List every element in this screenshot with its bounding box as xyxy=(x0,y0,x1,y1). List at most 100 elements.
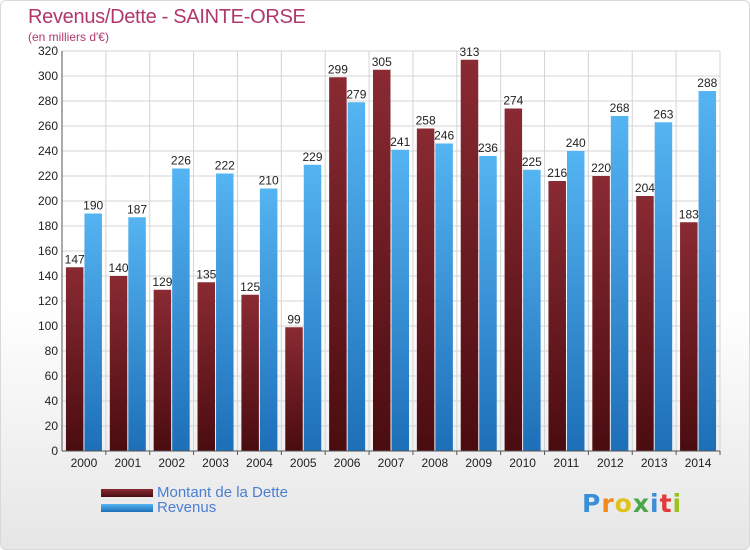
legend-label-dette: Montant de la Dette xyxy=(157,484,288,501)
data-label-dette: 204 xyxy=(635,181,655,195)
bar-dette xyxy=(592,176,610,451)
x-tick-label: 2005 xyxy=(290,456,317,470)
data-label-revenus: 210 xyxy=(259,174,279,188)
y-tick-label: 100 xyxy=(38,319,58,333)
y-tick-label: 60 xyxy=(45,369,59,383)
y-tick-label: 40 xyxy=(45,394,59,408)
axes: 0 20 40 60 80 100 120 140 160 180 200 220 240 260 280 3… xyxy=(38,44,721,470)
data-label-dette: 258 xyxy=(416,114,436,128)
data-label-dette: 183 xyxy=(679,207,699,221)
y-tick-label: 20 xyxy=(45,419,59,433)
data-label-revenus: 288 xyxy=(697,76,717,90)
data-label-revenus: 240 xyxy=(566,136,586,150)
logo-letter: r xyxy=(601,489,615,518)
bar-revenus xyxy=(172,168,190,451)
x-tick-label: 2007 xyxy=(378,456,405,470)
bar-revenus xyxy=(435,143,453,451)
bar-dette xyxy=(460,59,479,451)
bar-dette xyxy=(548,181,566,451)
logo-letter: i xyxy=(650,489,660,518)
y-tick-label: 200 xyxy=(38,194,58,208)
bar-revenus xyxy=(610,116,629,451)
bar-dette xyxy=(285,327,303,451)
chart-subtitle: (en milliers d'€) xyxy=(28,30,109,44)
bar-dette xyxy=(636,196,654,451)
x-tick-label: 2011 xyxy=(554,456,580,470)
bar-revenus xyxy=(84,213,102,451)
grid-lines xyxy=(61,50,721,452)
data-label-dette: 299 xyxy=(328,62,348,76)
logo-letter: t xyxy=(659,489,673,518)
legend-swatch-revenus xyxy=(101,504,153,512)
bar-dette xyxy=(680,222,698,451)
bar-dette xyxy=(373,69,391,451)
x-tick-label: 2009 xyxy=(465,456,492,470)
y-tick-label: 240 xyxy=(38,144,58,158)
data-label-revenus: 268 xyxy=(610,101,630,115)
x-tick-label: 2014 xyxy=(685,456,712,470)
chart-title: Revenus/Dette - SAINTE-ORSE xyxy=(28,6,306,28)
data-label-dette: 99 xyxy=(287,312,301,326)
bar-dette xyxy=(241,294,259,451)
logo-letter: i xyxy=(672,489,683,518)
bar-dette xyxy=(197,282,216,451)
y-tick-label: 300 xyxy=(38,69,58,83)
bar-revenus xyxy=(128,217,146,451)
data-label-dette: 140 xyxy=(109,261,129,275)
x-tick-label: 2002 xyxy=(158,456,185,470)
y-tick-label: 260 xyxy=(38,119,58,133)
data-label-revenus: 279 xyxy=(346,87,366,101)
bar-dette xyxy=(153,289,172,451)
x-tick-label: 2010 xyxy=(509,456,536,470)
logo-letter: P xyxy=(582,489,602,518)
y-tick-label: 0 xyxy=(51,444,58,458)
data-label-revenus: 190 xyxy=(83,199,103,213)
data-label-revenus: 236 xyxy=(478,141,498,155)
bar-revenus xyxy=(479,156,497,451)
bar-revenus xyxy=(698,91,717,451)
data-label-revenus: 225 xyxy=(522,155,542,169)
data-label-revenus: 263 xyxy=(653,107,673,121)
bar-dette xyxy=(109,276,128,451)
data-label-revenus: 222 xyxy=(215,159,235,173)
x-tick-label: 2006 xyxy=(334,456,361,470)
bar-revenus xyxy=(216,173,234,451)
bar-dette xyxy=(504,108,523,451)
data-label-dette: 274 xyxy=(503,94,523,108)
data-label-revenus: 187 xyxy=(127,202,147,216)
bar-dette xyxy=(329,77,347,451)
y-tick-label: 220 xyxy=(38,169,58,183)
logo-letter: o xyxy=(614,489,633,518)
data-label-dette: 129 xyxy=(152,275,172,289)
data-label-dette: 313 xyxy=(459,45,479,59)
data-label-revenus: 226 xyxy=(171,154,191,168)
y-tick-label: 120 xyxy=(38,294,58,308)
bar-revenus xyxy=(566,151,585,451)
x-tick-label: 2012 xyxy=(597,456,624,470)
legend-label-revenus: Revenus xyxy=(157,499,217,516)
bar-revenus xyxy=(654,122,673,451)
data-label-dette: 147 xyxy=(65,252,85,266)
x-tick-label: 2013 xyxy=(641,456,668,470)
x-tick-label: 2004 xyxy=(246,456,273,470)
x-tick-label: 2003 xyxy=(202,456,229,470)
data-label-dette: 125 xyxy=(240,280,260,294)
x-tick-label: 2001 xyxy=(114,456,141,470)
bar-revenus xyxy=(391,149,409,451)
bar-revenus xyxy=(347,102,366,451)
bar-dette xyxy=(65,267,84,451)
proxiti-logo: Proxiti xyxy=(582,489,682,518)
data-label-dette: 220 xyxy=(591,161,611,175)
bar-revenus xyxy=(523,169,541,451)
data-label-dette: 135 xyxy=(196,267,216,281)
y-tick-label: 140 xyxy=(38,269,58,283)
y-tick-label: 280 xyxy=(38,94,58,108)
data-label-revenus: 229 xyxy=(303,150,323,164)
data-labels: 147 190 140 187 129 226 135 222 125 210 99 229 299 27… xyxy=(65,45,718,327)
legend-swatch-dette xyxy=(101,489,153,497)
y-tick-label: 160 xyxy=(38,244,58,258)
bar-revenus xyxy=(259,188,278,451)
y-tick-label: 180 xyxy=(38,219,58,233)
